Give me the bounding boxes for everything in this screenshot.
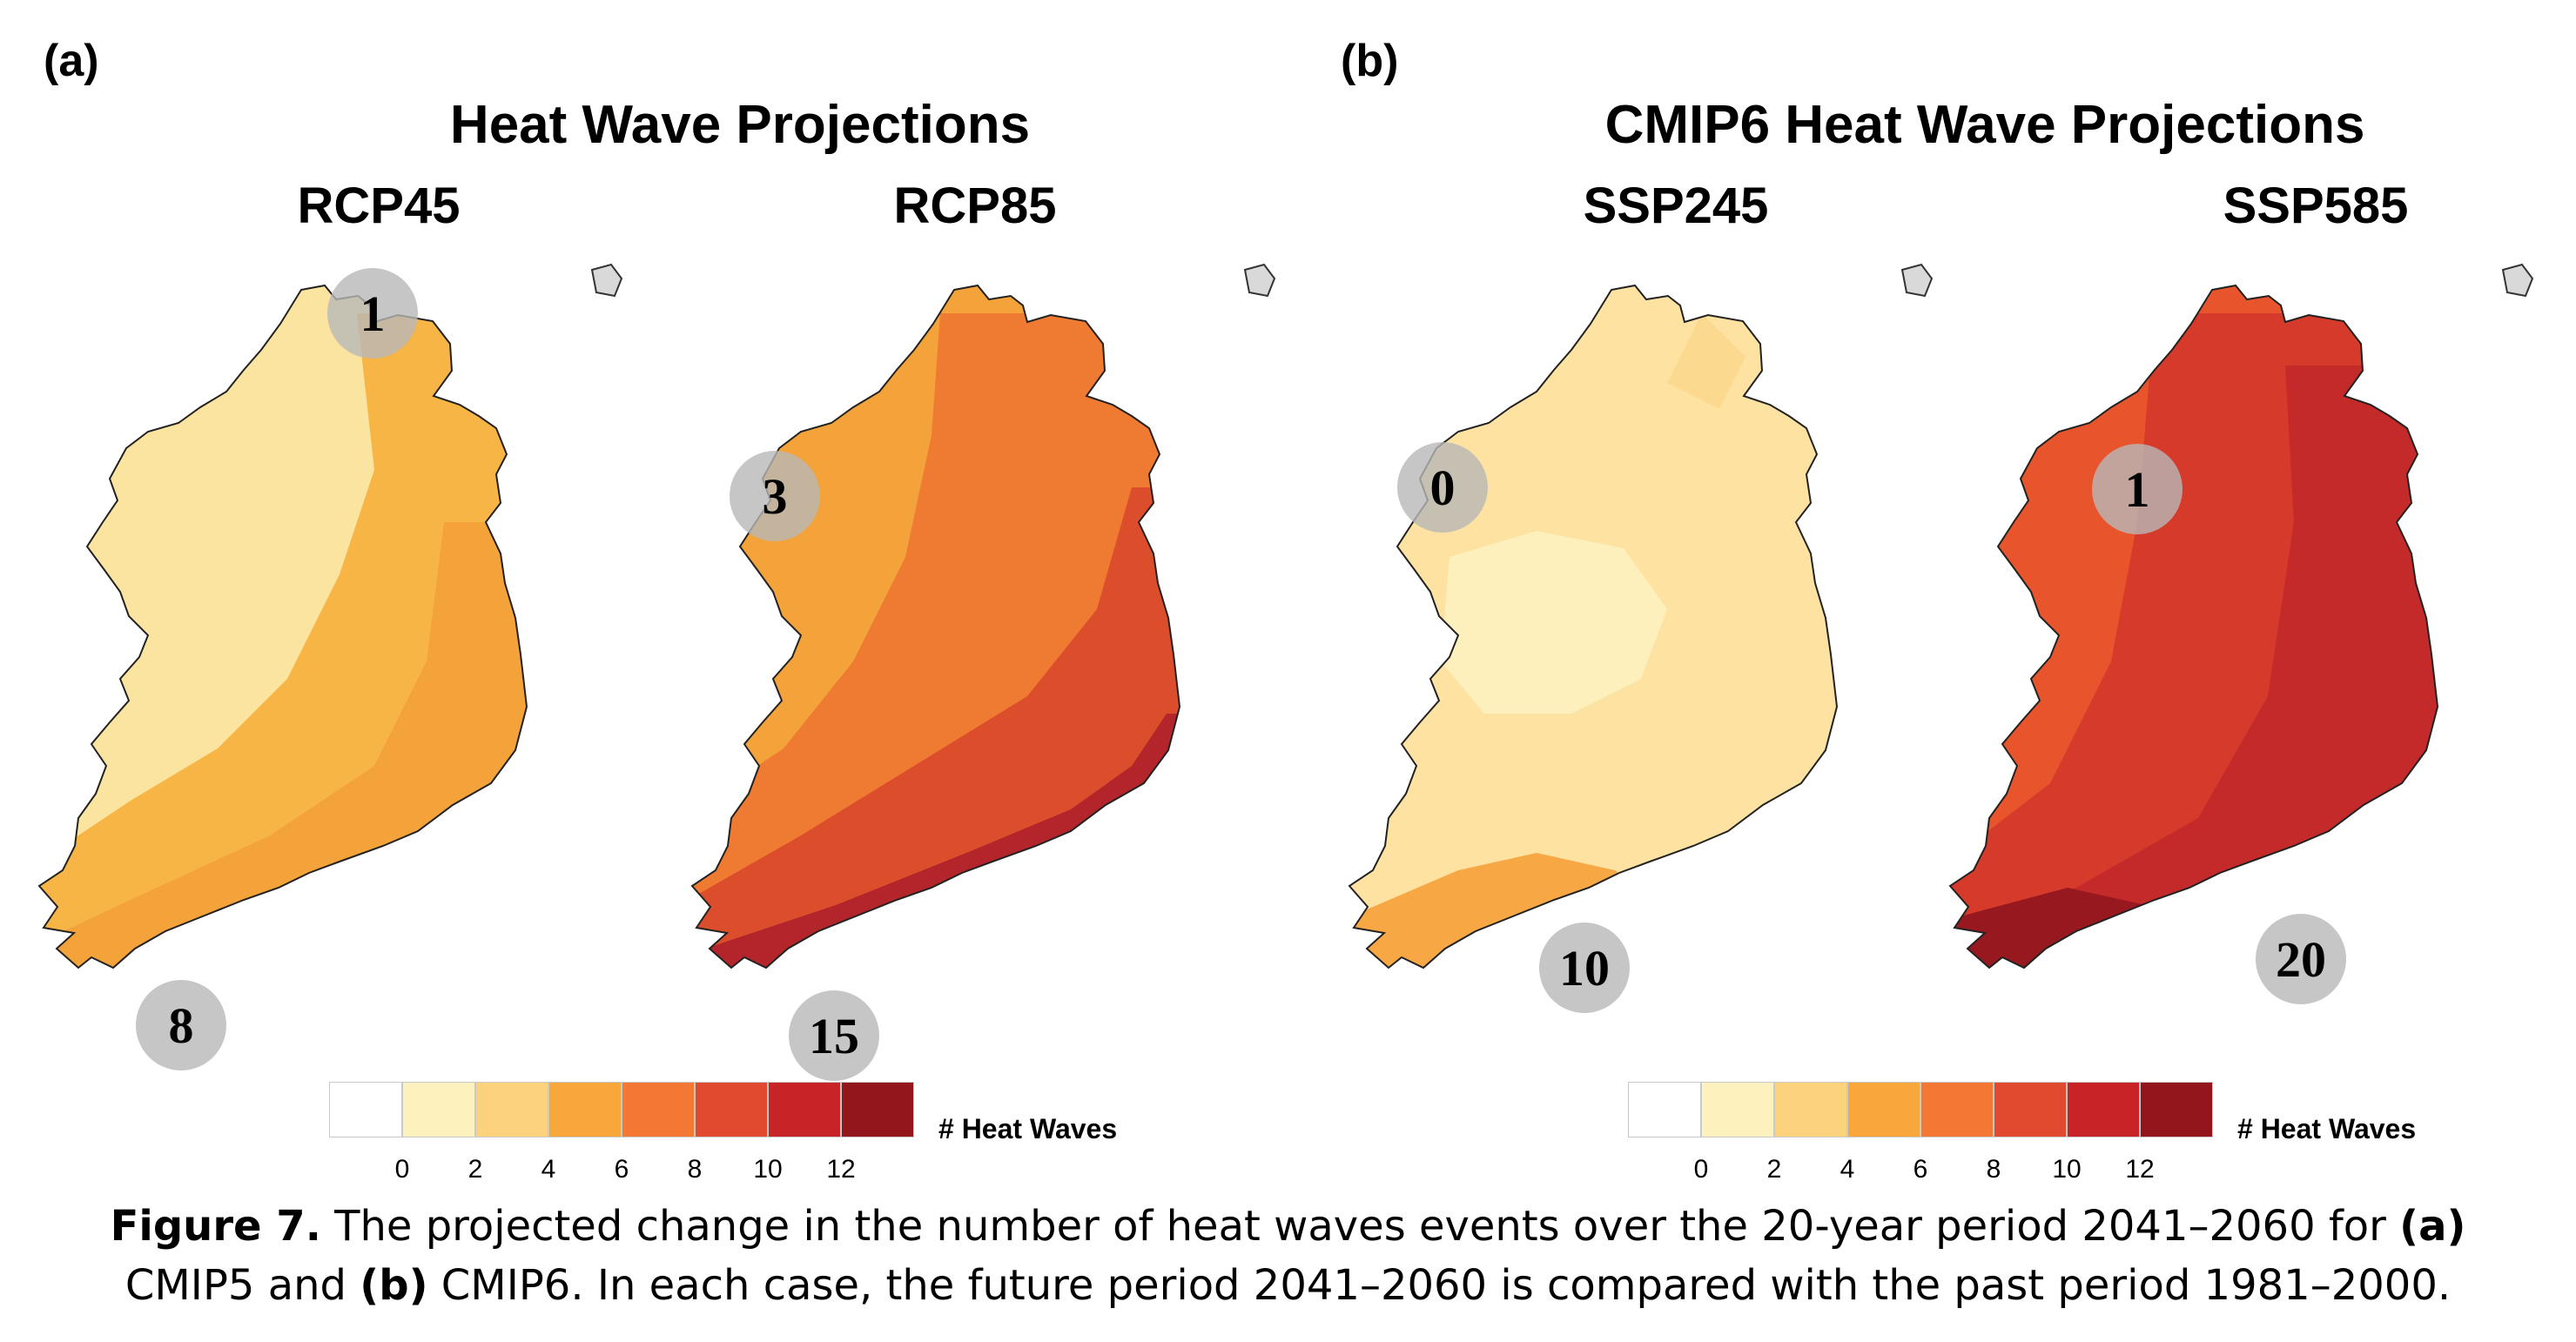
min-marker: [730, 451, 820, 541]
min-marker: [1397, 442, 1488, 533]
panel-title-b: CMIP6 Heat Wave Projections: [1604, 95, 2365, 155]
max-marker: [789, 990, 879, 1081]
colorbar-tick-label: 6: [1913, 1155, 1928, 1184]
colorbar-label: # Heat Waves: [2237, 1113, 2417, 1144]
scotland-islet: [2501, 263, 2534, 298]
min-label: 1: [2125, 461, 2150, 518]
colorbar-swatch: [548, 1082, 622, 1137]
caption-line-2: CMIP5 and (b) CMIP6. In each case, the f…: [0, 1256, 2576, 1315]
min-label: 3: [763, 468, 788, 525]
max-label: 10: [1559, 940, 1610, 996]
scenario-title-ssp585: SSP585: [2223, 178, 2409, 234]
panel-letter-a: (a): [44, 36, 99, 86]
max-label: 8: [169, 997, 194, 1054]
max-marker: [1539, 923, 1630, 1013]
colorbar-swatch: [1628, 1082, 1701, 1137]
colorbar-tick-label: 10: [2052, 1155, 2082, 1184]
caption-figure-label: Figure 7.: [110, 1202, 321, 1251]
colorbar-swatch: [1847, 1082, 1920, 1137]
colorbar-swatch: [1774, 1082, 1847, 1137]
caption-line-1: Figure 7. The projected change in the nu…: [0, 1197, 2576, 1256]
max-label: 15: [809, 1008, 859, 1064]
colorbar-swatch: [695, 1082, 768, 1137]
caption-text-3: CMIP6. In each case, the future period 2…: [427, 1261, 2452, 1310]
map-ssp245: 0 10: [1348, 263, 1934, 1013]
colorbar-tick-label: 0: [1693, 1155, 1709, 1184]
colorbar-tick-label: 2: [1766, 1155, 1782, 1184]
max-marker: [2256, 914, 2346, 1004]
scotland-islet: [590, 263, 623, 298]
panel-title-a: Heat Wave Projections: [449, 95, 1031, 155]
colorbar-tick-label: 8: [1986, 1155, 2001, 1184]
map-ssp585: 1 20: [1948, 263, 2534, 1004]
colorbar-a: 0 2 4 6 8 10 12 # Heat Waves: [329, 1082, 1182, 1195]
scenario-title-rcp45: RCP45: [297, 178, 461, 234]
scotland-islet: [1900, 263, 1934, 298]
colorbar-swatch: [475, 1082, 548, 1137]
scotland-islet: [1243, 263, 1276, 298]
colorbar-tick-label: 4: [1840, 1155, 1855, 1184]
min-marker: [327, 268, 418, 359]
colorbar-swatch: [768, 1082, 841, 1137]
panel-letter-b: (b): [1341, 36, 1399, 86]
colorbar-swatch: [1994, 1082, 2067, 1137]
colorbar-swatch: [622, 1082, 695, 1137]
colorbar-tick-label: 6: [614, 1155, 629, 1184]
colorbar-tick-label: 2: [467, 1155, 483, 1184]
colorbar-swatch: [402, 1082, 475, 1137]
colorbar-label: # Heat Waves: [938, 1113, 1118, 1144]
max-label: 20: [2276, 931, 2326, 988]
min-label: 0: [1430, 460, 1456, 516]
colorbar-swatch: [329, 1082, 402, 1137]
colorbar-b: 0 2 4 6 8 10 12 # Heat Waves: [1628, 1082, 2481, 1195]
colorbar-tick-label: 4: [541, 1155, 556, 1184]
caption-ref-a: (a): [2399, 1202, 2466, 1251]
map-rcp45: 1 8: [37, 263, 623, 1070]
colorbar-tick-label: 12: [826, 1155, 856, 1184]
colorbar-swatch: [1701, 1082, 1774, 1137]
colorbar-tick-label: 0: [394, 1155, 410, 1184]
caption-text-1: The projected change in the number of he…: [320, 1202, 2400, 1251]
colorbar-swatch: [841, 1082, 914, 1137]
colorbar-tick-label: 12: [2125, 1155, 2155, 1184]
colorbar-swatch: [1920, 1082, 1994, 1137]
min-label: 1: [360, 285, 386, 342]
colorbar-swatch: [2067, 1082, 2140, 1137]
scenario-title-rcp85: RCP85: [893, 178, 1057, 234]
min-marker: [2092, 444, 2183, 534]
caption-ref-b: (b): [360, 1261, 428, 1310]
map-rcp85: 3 15: [690, 263, 1276, 1081]
scenario-title-ssp245: SSP245: [1583, 178, 1769, 234]
colorbar-tick-label: 10: [753, 1155, 783, 1184]
figure-caption: Figure 7. The projected change in the nu…: [0, 1197, 2576, 1315]
max-marker: [136, 980, 226, 1070]
colorbar-tick-label: 8: [687, 1155, 703, 1184]
colorbar-swatch: [2140, 1082, 2213, 1137]
caption-text-2: CMIP5 and: [124, 1261, 360, 1310]
